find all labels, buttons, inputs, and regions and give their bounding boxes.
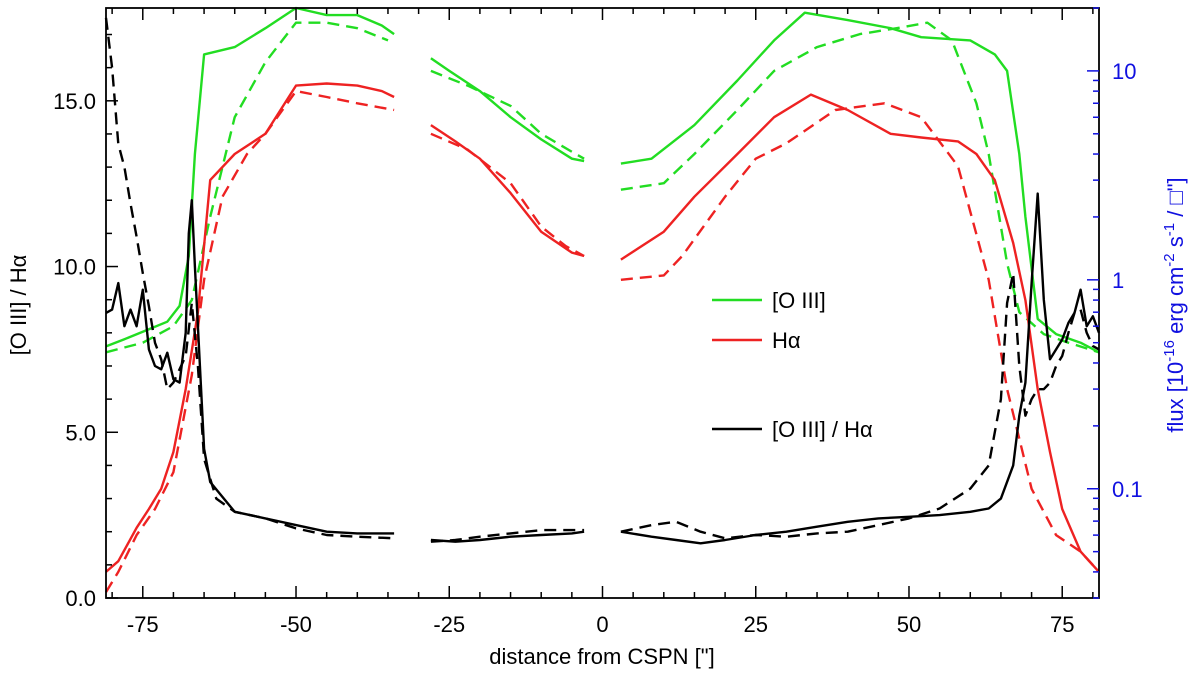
series-line-1-seg-2 <box>620 21 1100 354</box>
y2-tick-label: 1 <box>1112 268 1124 293</box>
y2-title-part: flux [10 <box>1163 362 1188 433</box>
y-tick-label: 10.0 <box>53 255 96 280</box>
y2-title-sup: -2 <box>1161 253 1178 266</box>
axes-layer: -75 -50 -25 0 25 50 75 0.0 5.0 10.0 15.0 0.1 1 10 <box>53 7 1143 637</box>
series-line-2-seg-1 <box>430 124 585 258</box>
x-tick-label: 75 <box>1050 612 1074 637</box>
series-line-5-seg-2 <box>620 272 1100 540</box>
series-line-3-seg-1 <box>430 132 585 258</box>
series-line-3-seg-2 <box>620 102 1100 573</box>
series-line-1-seg-0 <box>105 21 389 354</box>
legend-label-ratio: [O III] / Hα <box>772 417 873 442</box>
y2-axis-title: flux [10-16 erg cm-2 s-1 / □"] <box>1161 177 1188 432</box>
legend-label-halpha: Hα <box>772 328 801 353</box>
series-line-4-seg-1 <box>430 530 585 543</box>
series-line-4-seg-2 <box>620 192 1101 545</box>
y2-title-sup: -16 <box>1161 340 1178 362</box>
y-tick-label: 5.0 <box>65 420 96 445</box>
series-line-0-seg-2 <box>620 11 1100 354</box>
y2-title-part: erg cm <box>1163 267 1188 340</box>
legend: [O III] Hα [O III] / Hα <box>712 288 873 442</box>
y-tick-label: 0.0 <box>65 586 96 611</box>
legend-label-oiii: [O III] <box>772 288 826 313</box>
series-line-3-seg-0 <box>104 89 395 593</box>
x-tick-label: -50 <box>280 612 312 637</box>
y-tick-label: 15.0 <box>53 89 96 114</box>
series-line-2-seg-0 <box>105 82 395 573</box>
series-line-4-seg-0 <box>105 198 395 535</box>
plot-frame <box>105 7 1100 599</box>
series-line-0-seg-0 <box>105 6 395 348</box>
x-tick-label: -25 <box>433 612 465 637</box>
y2-title-sup: -1 <box>1161 223 1178 236</box>
x-tick-label: 50 <box>897 612 921 637</box>
y2-tick-label: 0.1 <box>1112 477 1143 502</box>
x-tick-label: 25 <box>743 612 767 637</box>
y-axis-title: [O III] / Hα <box>6 254 31 355</box>
x-tick-label: 0 <box>596 612 608 637</box>
y2-tick-label: 10 <box>1112 59 1136 84</box>
y2-title-part: s <box>1163 236 1188 253</box>
series-line-2-seg-2 <box>620 93 1100 573</box>
x-axis-title: distance from CSPN ["] <box>489 644 714 669</box>
series-line-5-seg-1 <box>430 528 585 543</box>
series-line-5-seg-0 <box>104 17 395 540</box>
y2-title-part: / □"] <box>1163 177 1188 223</box>
series-layer <box>104 6 1101 593</box>
series-line-0-seg-1 <box>430 57 585 163</box>
x-tick-label: -75 <box>127 612 159 637</box>
